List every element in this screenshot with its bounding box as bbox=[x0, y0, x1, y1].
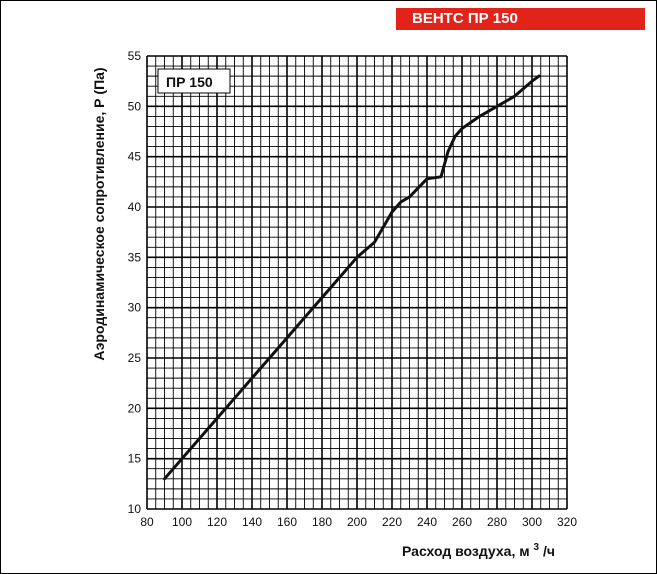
y-tick-label: 35 bbox=[128, 250, 142, 264]
x-axis-title: Расход воздуха, м 3 /ч bbox=[402, 537, 555, 559]
x-tick-label: 220 bbox=[382, 515, 402, 529]
x-tick-label: 300 bbox=[522, 515, 542, 529]
y-tick-label: 55 bbox=[128, 49, 142, 63]
x-tick-label: 180 bbox=[312, 515, 332, 529]
x-tick-label: 260 bbox=[452, 515, 472, 529]
y-tick-label: 15 bbox=[128, 452, 142, 466]
model-label-box bbox=[157, 68, 231, 94]
y-tick-label: 45 bbox=[128, 150, 142, 164]
x-tick-label: 240 bbox=[417, 515, 437, 529]
x-tick-label: 80 bbox=[140, 515, 154, 529]
x-tick-labels: 80 100 120 140 160 180 200 220 240 260 280 300 320 bbox=[140, 515, 577, 529]
y-tick-label: 30 bbox=[128, 301, 142, 315]
x-tick-label: 100 bbox=[172, 515, 192, 529]
x-tick-label: 280 bbox=[487, 515, 507, 529]
y-tick-labels: 10 15 20 25 30 35 40 45 50 55 bbox=[128, 49, 142, 516]
y-axis-title: Аэродинамическое сопротивление, Р (Па) bbox=[91, 67, 107, 360]
x-tick-label: 140 bbox=[242, 515, 262, 529]
x-tick-label: 160 bbox=[277, 515, 297, 529]
y-tick-label: 40 bbox=[128, 200, 142, 214]
x-tick-label: 320 bbox=[557, 515, 577, 529]
y-tick-label: 20 bbox=[128, 401, 142, 415]
x-tick-label: 200 bbox=[347, 515, 367, 529]
grid-major bbox=[146, 55, 568, 510]
y-tick-label: 10 bbox=[128, 502, 142, 516]
x-axis-title-sup: 3 bbox=[533, 542, 539, 553]
x-axis-title-tail: /ч bbox=[543, 543, 555, 559]
model-label: ПР 150 bbox=[166, 74, 213, 90]
series-line bbox=[163, 74, 541, 481]
x-axis-title-main: Расход воздуха, м bbox=[402, 543, 530, 559]
x-tick-label: 120 bbox=[207, 515, 227, 529]
y-tick-label: 50 bbox=[128, 99, 142, 113]
y-tick-label: 25 bbox=[128, 351, 142, 365]
brand-badge: ВЕНТС ПР 150 bbox=[396, 8, 645, 30]
